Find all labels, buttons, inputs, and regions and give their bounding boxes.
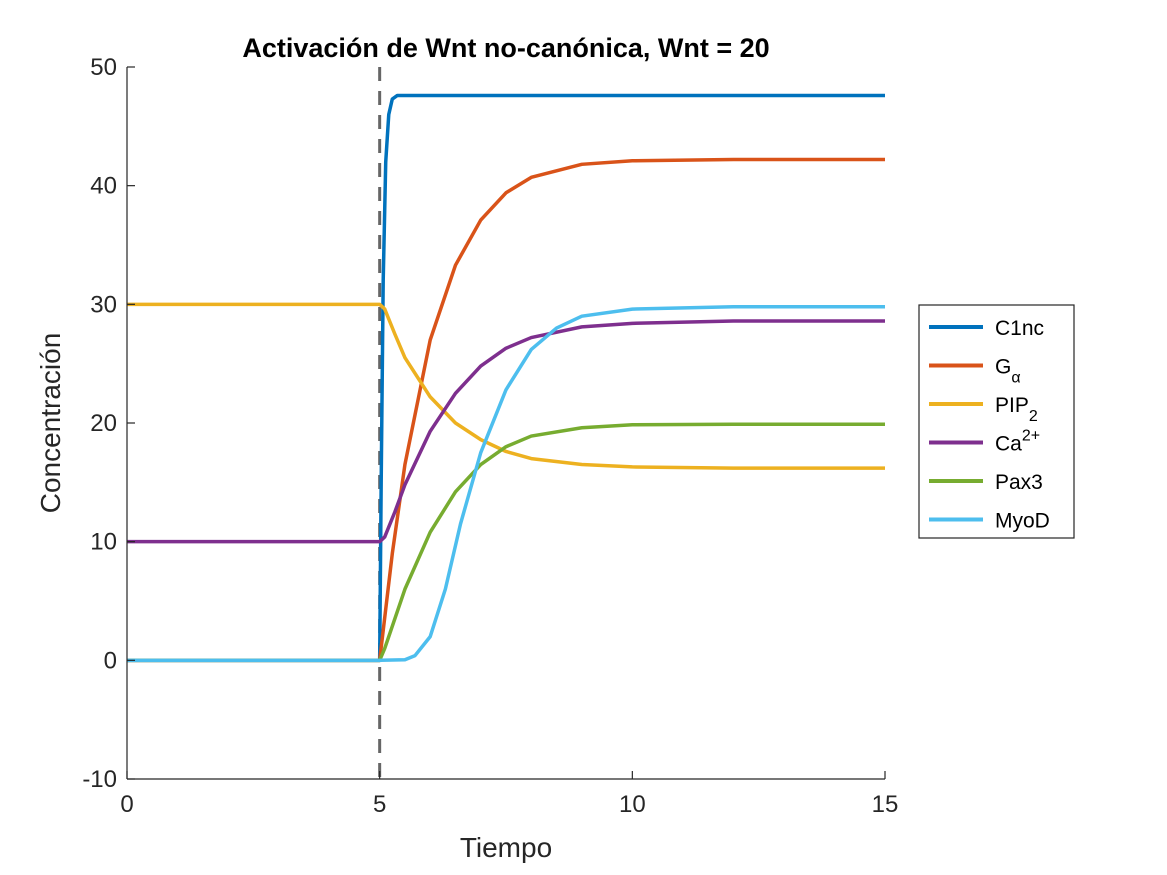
x-tick-label: 5 (373, 791, 386, 818)
y-tick-label: -10 (82, 766, 117, 793)
series-layer (127, 93, 885, 663)
x-tick-label: 0 (120, 791, 133, 818)
y-tick-label: 10 (90, 529, 117, 556)
y-axis-title: Concentración (35, 333, 66, 514)
legend-label: C1nc (995, 317, 1044, 340)
legend-label: MyoD (995, 510, 1050, 533)
y-tick-label: 50 (90, 54, 117, 81)
x-tick-label: 15 (872, 791, 899, 818)
series-line-4 (127, 422, 885, 663)
legend-label-subscript: α (1011, 370, 1020, 387)
series-line-2 (127, 302, 885, 470)
y-tick-label: 0 (104, 647, 117, 674)
legend-label-superscript: 2+ (1022, 428, 1040, 445)
legend-label-subscript: 2 (1029, 408, 1038, 425)
y-tick-label: 40 (90, 173, 117, 200)
y-tick-label: 20 (90, 410, 117, 437)
x-tick-label: 10 (619, 791, 646, 818)
series-line-3 (127, 319, 885, 544)
x-axis-title: Tiempo (460, 832, 552, 863)
legend-box (918, 304, 1075, 539)
y-tick-label: 30 (90, 291, 117, 318)
series-line-1 (127, 157, 885, 663)
series-line-5 (127, 304, 885, 663)
axes (126, 66, 886, 780)
legend-label: Pax3 (995, 471, 1043, 494)
chart-title: Activación de Wnt no-canónica, Wnt = 20 (242, 33, 769, 63)
